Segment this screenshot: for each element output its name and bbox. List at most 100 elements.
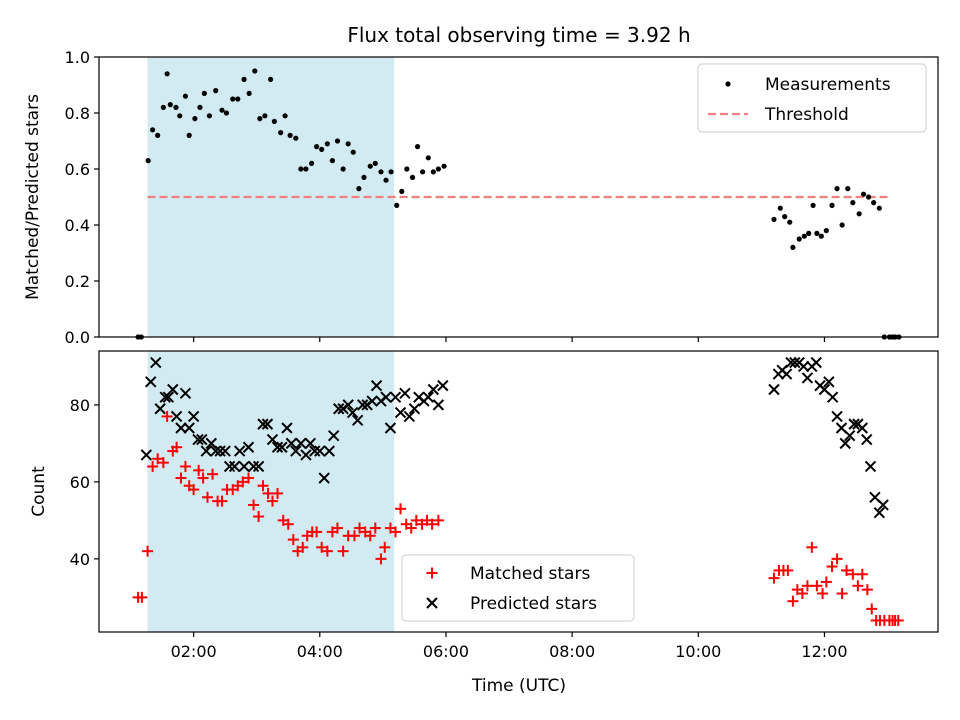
measurement-point [182,93,189,99]
bottom-ticks-layer: 40 60 80 02:00 04:00 06:00 08:00 10:00 12:00 [70,396,848,661]
measurement-point [860,191,867,197]
matched-star-point [426,518,438,530]
measurement-point [223,110,230,116]
matched-star-point [405,522,417,534]
predicted-star-point [399,387,411,400]
measurement-point [186,132,192,138]
measurement-point [414,144,421,150]
predicted-star-point [826,391,839,403]
matched-star-point [175,472,187,484]
legend-matched-label: Matched stars [470,564,590,584]
measurement-point [441,163,447,169]
predicted-star-point [327,429,340,442]
measurement-point [378,169,384,175]
legend-predicted-label: Predicted stars [470,594,597,614]
matched-star-point [337,545,349,557]
matched-star-point [297,541,309,553]
matched-star-point [266,495,278,507]
bottom-x-tick-label: 02:00 [171,642,217,661]
predicted-star-point [285,437,298,450]
matched-star-point [817,588,829,600]
predicted-star-point [323,445,335,457]
top-y-axis-label: Matched/Predicted stars [23,94,43,300]
matched-star-point [321,545,333,557]
matched-star-point [316,541,328,553]
measurement-point [298,166,304,172]
measurement-point [257,116,263,122]
measurement-point [160,104,166,110]
matched-star-point [202,491,214,503]
matched-star-point [375,553,387,565]
predicted-star-point [856,422,869,434]
measurement-point [308,160,315,166]
top-y-tick-label: 0.0 [65,328,90,347]
matched-star-point [892,614,904,626]
bottom-x-tick-label: 12:00 [801,642,847,661]
predicted-star-point [831,410,843,423]
measurement-point [801,233,807,239]
matched-star-point [861,584,873,596]
measurement-point [871,200,877,206]
predicted-star-point [219,445,231,457]
predicted-star-point [318,472,330,484]
predicted-star-point [408,403,421,415]
top-y-tick-label: 0.2 [65,272,90,291]
bottom-plot-frame [98,350,939,633]
top-y-tick-label: 1.0 [65,48,90,67]
matched-star-point [147,460,159,472]
predicted-star-point [223,460,236,473]
bottom-points-layer [132,356,904,626]
bottom-y-tick-label: 40 [70,550,90,569]
matched-star-point [197,472,209,484]
measurement-point [435,166,441,172]
measurement-point [271,118,277,124]
measurement-point [425,155,431,161]
measurement-point [155,132,161,138]
measurement-point [383,177,389,183]
predicted-star-point [394,406,407,419]
predicted-star-point [281,422,293,434]
predicted-star-point [271,441,284,453]
matched-star-point [272,487,284,499]
predicted-star-point [384,422,397,434]
legend-predicted-x [426,597,438,609]
predicted-star-point [295,437,307,450]
measurement-point [303,166,309,172]
matched-star-point [237,476,249,488]
measurement-point [810,202,816,208]
bottom-y-tick-label: 80 [70,396,90,415]
matched-star-point [152,453,164,465]
predicted-star-point [304,437,317,450]
predicted-star-point [346,406,359,419]
predicted-star-point [247,460,260,473]
chart-title: Flux total observing time = 3.92 h [347,23,690,47]
predicted-star-point [823,376,835,388]
matched-star-point [379,541,391,553]
measurement-point [829,202,835,208]
matched-star-point [311,526,323,538]
matched-star-point [171,441,183,453]
measurement-point [806,230,812,236]
matched-star-point [331,522,343,534]
measurement-point [356,186,362,192]
top-legend-box [697,63,927,133]
measurement-point [173,104,179,110]
matched-star-point [866,603,878,615]
matched-star-point [354,522,366,534]
predicted-star-point [162,391,175,403]
matched-star-point [369,522,381,534]
predicted-star-point [797,360,810,373]
predicted-star-point [437,379,449,392]
predicted-star-point [200,445,212,457]
matched-star-point [389,526,401,538]
measurement-point [150,127,156,133]
predicted-star-point [351,414,364,426]
measurement-point [409,174,416,180]
legend-threshold-label: Threshold [764,105,849,125]
measurement-point [823,228,829,234]
measurement-point [334,138,341,144]
matched-star-point [841,564,853,576]
matched-star-point [207,468,219,480]
predicted-star-point [810,356,822,369]
bottom-x-tick-label: 08:00 [549,642,595,661]
